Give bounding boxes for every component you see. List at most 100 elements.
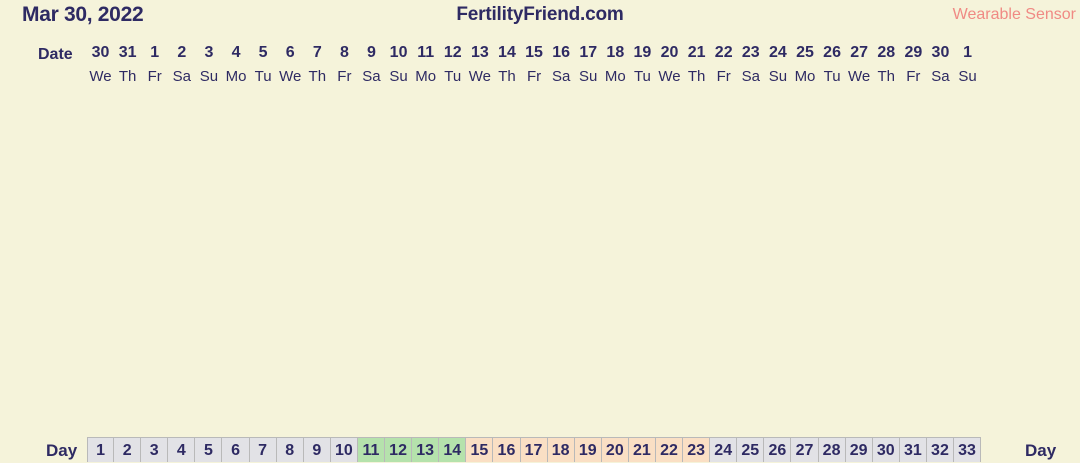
- cycle-day-cell[interactable]: 4: [168, 437, 196, 462]
- cycle-day-cell[interactable]: 21: [628, 437, 656, 462]
- cycle-day-cell[interactable]: 19: [574, 437, 602, 462]
- cycle-day-cell[interactable]: 17: [520, 437, 548, 462]
- weekday-cell: Fr: [147, 68, 162, 85]
- day-row-label-right: Day: [1025, 441, 1057, 460]
- weekday-cell: Sa: [551, 68, 571, 85]
- date-cell: 23: [741, 44, 760, 61]
- weekday-cell: Su: [389, 68, 408, 85]
- date-cell: 18: [606, 44, 625, 61]
- weekday-cell: Su: [958, 68, 977, 85]
- cycle-day-cell[interactable]: 15: [466, 437, 494, 462]
- cycle-day-cell[interactable]: 14: [439, 437, 467, 462]
- weekday-cell: Mo: [794, 68, 816, 85]
- weekday-cell: Th: [687, 68, 706, 85]
- weekday-cell: Th: [498, 68, 516, 85]
- date-cell: 11: [417, 44, 435, 61]
- weekday-cell: Fr: [337, 68, 352, 85]
- date-cell: 19: [633, 44, 652, 61]
- cycle-day-cell[interactable]: 18: [547, 437, 575, 462]
- cycle-day-cell[interactable]: 3: [141, 437, 169, 462]
- date-cell: 9: [367, 44, 376, 61]
- date-cell: 25: [796, 44, 814, 61]
- brand-title: FertilityFriend.com: [456, 4, 624, 25]
- weekday-row: We Th Fr Sa Su Mo Tu We Th Fr Sa Su Mo Tu We Th Fr Sa Su Mo…: [87, 66, 981, 88]
- cycle-day-cell[interactable]: 31: [899, 437, 927, 462]
- weekday-cell: Mo: [225, 68, 247, 85]
- date-cell: 13: [470, 44, 489, 61]
- date-row-label: Date: [38, 46, 73, 63]
- cycle-day-cell[interactable]: 20: [601, 437, 629, 462]
- weekday-cell: Tu: [633, 68, 651, 85]
- date-cell: 30: [91, 44, 110, 61]
- weekday-cell: Th: [308, 68, 327, 85]
- weekday-cell: Su: [768, 68, 788, 85]
- cycle-day-cell[interactable]: 8: [276, 437, 304, 462]
- cycle-day-cell[interactable]: 25: [737, 437, 765, 462]
- weekday-cell: We: [279, 68, 302, 85]
- cycle-day-cell[interactable]: 30: [872, 437, 900, 462]
- weekday-cell: We: [658, 68, 681, 85]
- weekday-cell: Tu: [823, 68, 841, 85]
- weekday-cell: Fr: [716, 68, 731, 85]
- cycle-day-cell[interactable]: 27: [791, 437, 819, 462]
- date-cell: 8: [339, 44, 349, 61]
- cycle-day-cell[interactable]: 11: [357, 437, 386, 462]
- date-cell: 1: [150, 44, 160, 61]
- date-cell: 21: [687, 44, 706, 61]
- wearable-sensor-badge: Wearable Sensor: [952, 6, 1076, 23]
- cycle-day-cell[interactable]: 7: [249, 437, 277, 462]
- date-cell: 12: [443, 44, 462, 61]
- cycle-day-cell[interactable]: 24: [710, 437, 738, 462]
- weekday-cell: Fr: [906, 68, 921, 85]
- date-number-row: 30 31 1 2 3 4 5 6 7 8 9 10 11 12 13 14 15 16 17 18 19 20 21 22 2…: [87, 42, 981, 64]
- date-cell: 5: [258, 44, 268, 61]
- weekday-cell: Su: [199, 68, 219, 85]
- cycle-day-cell[interactable]: 9: [303, 437, 331, 462]
- weekday-cell: We: [848, 68, 871, 85]
- date-cell: 2: [177, 44, 187, 61]
- cycle-day-cell[interactable]: 6: [222, 437, 250, 462]
- cycle-day-strip[interactable]: 1 2 3 4 5 6 7 8 9 10 11 12 13 14 15 16 17 18 19 20 21 22 23 24 2…: [87, 437, 982, 462]
- date-cell: 7: [312, 44, 322, 61]
- weekday-cell: We: [468, 68, 491, 85]
- cycle-day-cell[interactable]: 2: [114, 437, 142, 462]
- weekday-cell: Sa: [741, 68, 760, 85]
- date-cell: 31: [118, 44, 137, 61]
- weekday-cell: Mo: [604, 68, 626, 85]
- cycle-day-cell[interactable]: 1: [87, 437, 115, 462]
- weekday-cell: Tu: [444, 68, 462, 85]
- date-cell: 17: [579, 44, 598, 61]
- date-cell: 6: [285, 44, 295, 61]
- date-cell: 29: [904, 44, 923, 61]
- date-cell: 16: [552, 44, 571, 61]
- date-cell: 26: [823, 44, 841, 61]
- cycle-day-cell[interactable]: 32: [926, 437, 954, 462]
- date-cell: 24: [768, 44, 787, 61]
- date-cell: 3: [204, 44, 214, 61]
- cycle-day-cell[interactable]: 26: [764, 437, 792, 462]
- cycle-day-cell[interactable]: 12: [385, 437, 413, 462]
- chart-date-title: Mar 30, 2022: [22, 3, 144, 26]
- cycle-day-cell[interactable]: 10: [330, 437, 358, 462]
- cycle-day-cell[interactable]: 33: [954, 437, 982, 462]
- date-cell: 20: [660, 44, 679, 61]
- date-cell: 15: [525, 44, 543, 61]
- chart-plot-area[interactable]: [87, 104, 1009, 430]
- cycle-day-cell[interactable]: 5: [195, 437, 223, 462]
- weekday-cell: Sa: [362, 68, 381, 85]
- cycle-day-cell[interactable]: 23: [683, 437, 711, 462]
- weekday-cell: Th: [877, 68, 896, 85]
- weekday-cell: Fr: [526, 68, 542, 85]
- cycle-day-cell[interactable]: 22: [655, 437, 684, 462]
- cycle-day-cell[interactable]: 28: [818, 437, 846, 462]
- date-cell: 22: [714, 44, 733, 61]
- date-cell: 4: [231, 44, 241, 61]
- cycle-day-cell[interactable]: 16: [493, 437, 521, 462]
- cycle-day-cell[interactable]: 29: [845, 437, 873, 462]
- cycle-day-cell[interactable]: 13: [412, 437, 440, 462]
- date-cell: 28: [877, 44, 896, 61]
- weekday-cell: We: [89, 68, 112, 85]
- weekday-cell: Su: [579, 68, 598, 85]
- date-cell: 10: [389, 44, 408, 61]
